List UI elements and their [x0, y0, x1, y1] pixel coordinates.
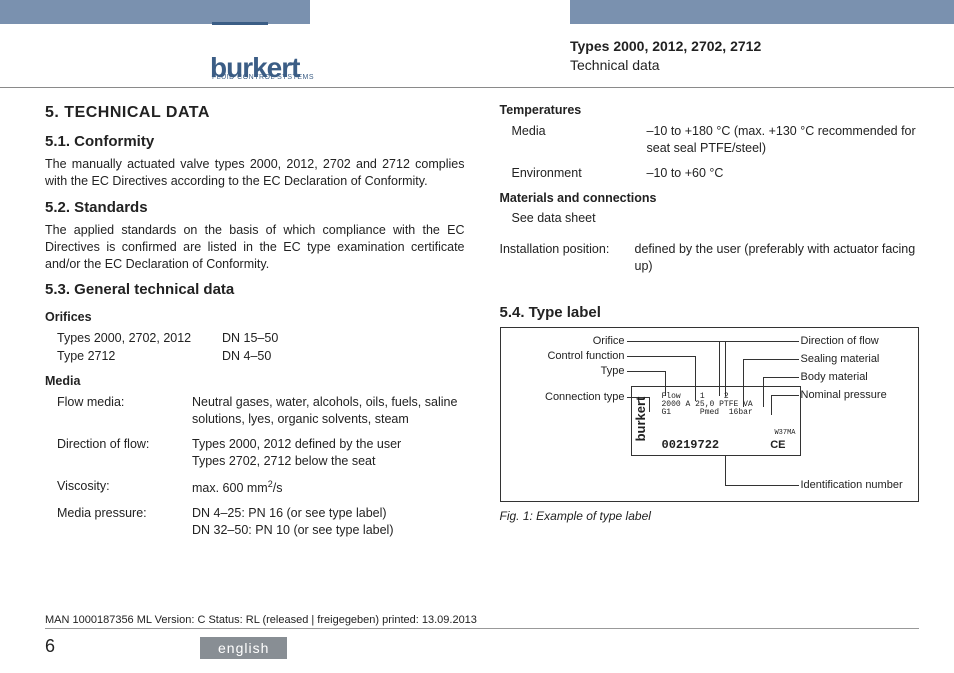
media-dir-key: Direction of flow:: [57, 436, 192, 470]
type-label-plate: burkert Flow 1 2 2000 A 25,0 PTFE VA G1 …: [631, 386, 801, 456]
orifices-r1-val: DN 15–50: [222, 330, 465, 347]
language-badge: english: [200, 637, 287, 659]
header-section: Technical data: [570, 57, 919, 73]
h1-technical-data: 5. TECHNICAL DATA: [45, 102, 465, 124]
orifices-r1-key: Types 2000, 2702, 2012: [57, 330, 222, 347]
h3-materials: Materials and connections: [500, 190, 920, 207]
callout-orifice: Orifice: [555, 334, 625, 349]
callout-idnum: Identification number: [801, 478, 903, 493]
media-visc-val: max. 600 mm2/s: [192, 478, 465, 497]
p-conformity: The manually actuated valve types 2000, …: [45, 156, 465, 190]
temps-media-row: Media –10 to +180 °C (max. +130 °C recom…: [512, 123, 920, 157]
content: 5. TECHNICAL DATA 5.1. Conformity The ma…: [45, 98, 919, 633]
logo-subtitle: FLUID CONTROL SYSTEMS: [212, 74, 314, 81]
media-press-row: Media pressure: DN 4–25: PN 16 (or see t…: [57, 505, 465, 539]
orifices-r2-key: Type 2712: [57, 348, 222, 365]
media-flow-row: Flow media: Neutral gases, water, alcoho…: [57, 394, 465, 428]
header-accent-left: [0, 0, 310, 24]
callout-nomp: Nominal pressure: [801, 388, 887, 403]
type-label-figure: Orifice Control function Type Connection…: [500, 327, 920, 502]
orifices-row-2: Type 2712 DN 4–50: [57, 348, 465, 365]
h3-orifices: Orifices: [45, 309, 465, 326]
callout-control: Control function: [515, 349, 625, 364]
p-standards: The applied standards on the basis of wh…: [45, 222, 465, 273]
header-right: Types 2000, 2012, 2702, 2712 Technical d…: [570, 38, 919, 73]
media-press-val: DN 4–25: PN 16 (or see type label) DN 32…: [192, 505, 465, 539]
h3-temperatures: Temperatures: [500, 102, 920, 119]
install-key: Installation position:: [500, 241, 635, 275]
media-press-key: Media pressure:: [57, 505, 192, 539]
h2-type-label: 5.4. Type label: [500, 303, 920, 323]
media-visc-key: Viscosity:: [57, 478, 192, 497]
header-accent-right: [570, 0, 954, 24]
callout-flowdir: Direction of flow: [801, 334, 879, 349]
materials-val: See data sheet: [512, 210, 920, 227]
brand-logo: burkert FLUID CONTROL SYSTEMS: [210, 34, 312, 91]
install-row: Installation position: defined by the us…: [500, 241, 920, 275]
temps-media-val: –10 to +180 °C (max. +130 °C recommended…: [647, 123, 920, 157]
temps-env-key: Environment: [512, 165, 647, 182]
media-dir-row: Direction of flow: Types 2000, 2012 defi…: [57, 436, 465, 470]
orifices-row-1: Types 2000, 2702, 2012 DN 15–50: [57, 330, 465, 347]
label-brand: burkert: [634, 389, 647, 449]
media-dir-v2: Types 2702, 2712 below the seat: [192, 453, 465, 470]
media-dir-v1: Types 2000, 2012 defined by the user: [192, 436, 465, 453]
label-code: W37MA: [774, 430, 795, 437]
page-number: 6: [45, 636, 55, 657]
h2-standards: 5.2. Standards: [45, 198, 465, 218]
page-header: burkert FLUID CONTROL SYSTEMS Types 2000…: [0, 30, 954, 88]
label-lines: Flow 1 2 2000 A 25,0 PTFE VA G1 Pmed 16b…: [662, 393, 753, 417]
media-flow-val: Neutral gases, water, alcohols, oils, fu…: [192, 394, 465, 428]
column-left: 5. TECHNICAL DATA 5.1. Conformity The ma…: [45, 98, 465, 633]
media-visc-row: Viscosity: max. 600 mm2/s: [57, 478, 465, 497]
column-right: Temperatures Media –10 to +180 °C (max. …: [500, 98, 920, 633]
h2-general-data: 5.3. General technical data: [45, 280, 465, 300]
install-val: defined by the user (preferably with act…: [635, 241, 920, 275]
label-id: 00219722: [662, 439, 720, 451]
footer-meta: MAN 1000187356 ML Version: C Status: RL …: [45, 614, 919, 629]
temps-media-key: Media: [512, 123, 647, 157]
media-flow-key: Flow media:: [57, 394, 192, 428]
media-press-v1: DN 4–25: PN 16 (or see type label): [192, 505, 465, 522]
callout-body: Body material: [801, 370, 868, 385]
ce-mark-icon: CE: [770, 440, 785, 451]
temps-env-val: –10 to +60 °C: [647, 165, 920, 182]
callout-seal: Sealing material: [801, 352, 880, 367]
h3-media: Media: [45, 373, 465, 390]
callout-conn: Connection type: [515, 390, 625, 405]
h2-conformity: 5.1. Conformity: [45, 132, 465, 152]
temps-env-row: Environment –10 to +60 °C: [512, 165, 920, 182]
media-press-v2: DN 32–50: PN 10 (or see type label): [192, 522, 465, 539]
figure-caption: Fig. 1: Example of type label: [500, 508, 920, 524]
media-dir-val: Types 2000, 2012 defined by the user Typ…: [192, 436, 465, 470]
orifices-r2-val: DN 4–50: [222, 348, 465, 365]
header-types: Types 2000, 2012, 2702, 2712: [570, 38, 919, 54]
callout-type: Type: [590, 364, 625, 379]
